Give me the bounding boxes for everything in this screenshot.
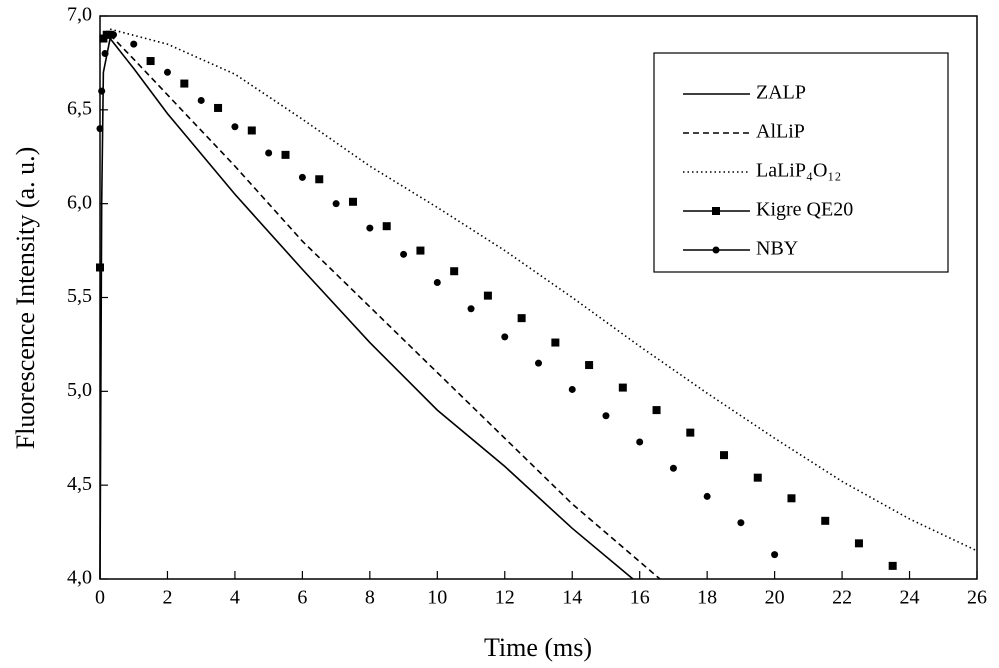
legend-label: AlLiP	[756, 121, 805, 143]
y-tick-label: 6,0	[67, 191, 92, 213]
data-point	[652, 406, 661, 415]
data-point	[416, 246, 425, 255]
data-point	[771, 551, 779, 559]
legend-marker	[712, 207, 720, 215]
y-tick-label: 5,5	[67, 285, 92, 307]
x-tick-label: 4	[230, 587, 240, 609]
y-axis-label: Fluorescence Intensity (a. u.)	[11, 147, 40, 450]
x-tick-label: 6	[297, 587, 307, 609]
x-tick-label: 24	[900, 587, 920, 609]
series-line	[109, 34, 661, 580]
data-point	[703, 492, 711, 500]
data-point	[618, 383, 627, 392]
data-point	[109, 31, 117, 39]
data-point	[467, 305, 475, 313]
y-tick-label: 6,5	[67, 97, 92, 119]
data-point	[96, 125, 104, 133]
data-point	[98, 87, 106, 95]
legend-label: Kigre QE20	[756, 199, 853, 221]
data-point	[231, 123, 239, 131]
data-point	[517, 314, 526, 323]
series-line	[99, 36, 634, 580]
data-point	[130, 40, 138, 48]
data-point	[197, 96, 205, 104]
series-line	[109, 28, 978, 552]
x-tick-label: 10	[427, 587, 447, 609]
data-point	[366, 224, 374, 232]
legend-label: LaLiP₄O₁₂	[756, 160, 841, 182]
data-point	[602, 412, 610, 420]
x-tick-label: 16	[630, 587, 650, 609]
data-point	[281, 150, 290, 159]
data-point	[686, 428, 695, 437]
data-point	[737, 519, 745, 527]
data-point	[332, 200, 340, 208]
legend-label: NBY	[756, 238, 798, 260]
x-tick-label: 22	[832, 587, 852, 609]
data-point	[180, 79, 189, 88]
x-tick-label: 0	[95, 587, 105, 609]
data-point	[146, 57, 155, 66]
data-point	[247, 126, 256, 135]
y-tick-label: 4,0	[67, 567, 92, 589]
data-point	[315, 175, 324, 184]
data-point	[551, 338, 560, 347]
data-point	[787, 494, 796, 503]
x-tick-label: 12	[495, 587, 515, 609]
data-point	[821, 516, 830, 525]
legend-box	[653, 52, 949, 273]
legend-marker	[712, 246, 720, 254]
data-point	[854, 539, 863, 548]
data-point	[382, 222, 391, 231]
data-point	[720, 451, 729, 460]
data-point	[348, 197, 357, 206]
data-point	[483, 291, 492, 300]
y-tick-label: 4,5	[67, 473, 92, 495]
data-point	[585, 361, 594, 370]
data-point	[265, 149, 273, 157]
legend-label: ZALP	[756, 82, 806, 104]
data-point	[888, 561, 897, 570]
data-point	[298, 173, 306, 181]
x-tick-label: 8	[365, 587, 375, 609]
x-axis-label: Time (ms)	[484, 633, 592, 662]
data-point	[400, 250, 408, 258]
data-point	[568, 385, 576, 393]
data-point	[535, 359, 542, 367]
x-tick-label: 20	[765, 587, 785, 609]
data-point	[163, 68, 171, 76]
x-tick-label: 18	[697, 587, 717, 609]
x-tick-label: 26	[967, 587, 987, 609]
x-tick-label: 2	[162, 587, 172, 609]
data-point	[433, 278, 441, 286]
data-point	[501, 333, 509, 341]
y-tick-label: 5,0	[67, 379, 92, 401]
x-tick-label: 14	[562, 587, 582, 609]
data-point	[636, 438, 644, 446]
data-point	[753, 473, 762, 482]
data-point	[96, 263, 104, 272]
data-point	[450, 267, 459, 276]
y-tick-label: 7,0	[67, 4, 92, 26]
data-point	[669, 464, 677, 472]
data-point	[214, 103, 223, 112]
data-point	[101, 50, 109, 58]
